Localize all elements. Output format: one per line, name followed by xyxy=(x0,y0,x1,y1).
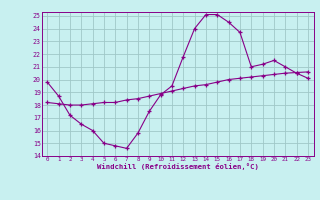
X-axis label: Windchill (Refroidissement éolien,°C): Windchill (Refroidissement éolien,°C) xyxy=(97,163,259,170)
